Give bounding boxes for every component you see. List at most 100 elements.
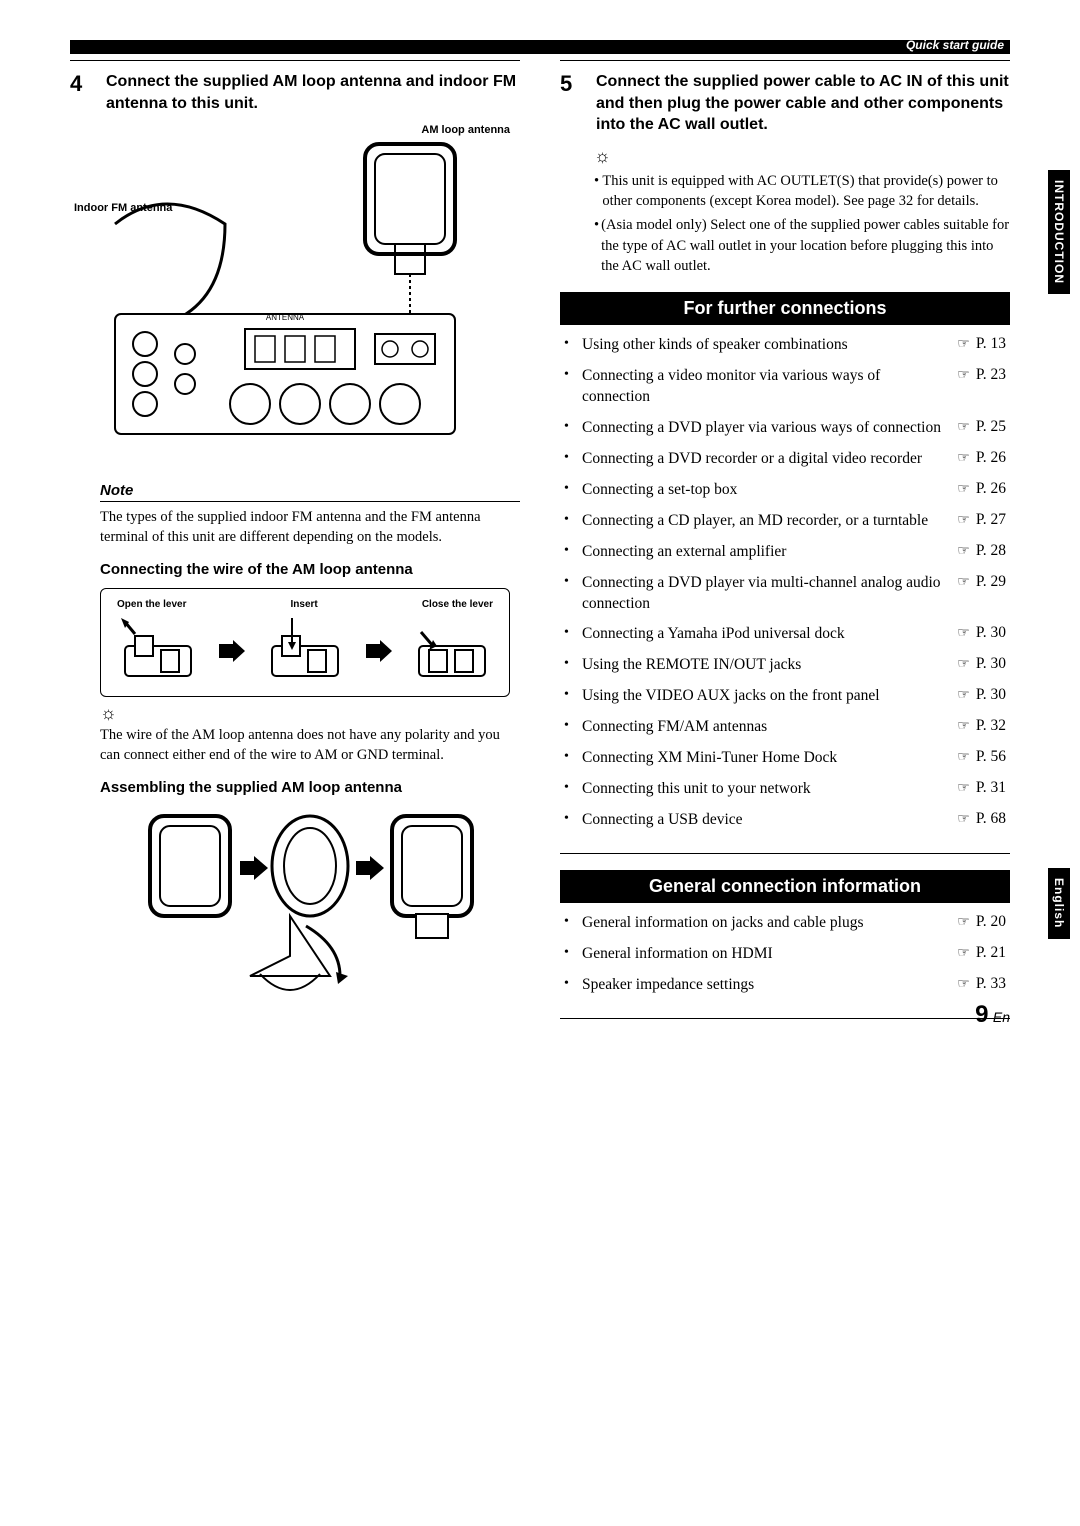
pointer-icon: ☞ xyxy=(957,812,970,827)
connection-text: Using the VIDEO AUX jacks on the front p… xyxy=(582,686,947,707)
connection-text: Connecting XM Mini-Tuner Home Dock xyxy=(582,748,947,769)
quick-start-label: Quick start guide xyxy=(906,38,1004,52)
connecting-wire-heading: Connecting the wire of the AM loop anten… xyxy=(100,561,520,578)
pointer-icon: ☞ xyxy=(957,977,970,992)
list-item: •Speaker impedance settings☞P. 33 xyxy=(564,975,1006,996)
pointer-icon: ☞ xyxy=(957,781,970,796)
bullet-icon: • xyxy=(564,913,582,930)
page-reference: ☞P. 21 xyxy=(957,944,1006,962)
pointer-icon: ☞ xyxy=(957,337,970,352)
pointer-icon: ☞ xyxy=(957,688,970,703)
general-connection-list: •General information on jacks and cable … xyxy=(560,903,1010,1019)
connection-text: Using the REMOTE IN/OUT jacks xyxy=(582,655,947,676)
bullet-icon: • xyxy=(564,480,582,497)
list-item: •Connecting a DVD recorder or a digital … xyxy=(564,449,1006,470)
assembling-heading: Assembling the supplied AM loop antenna xyxy=(100,779,520,796)
list-item: •General information on jacks and cable … xyxy=(564,913,1006,934)
connection-text: General information on jacks and cable p… xyxy=(582,913,947,934)
close-lever-icon xyxy=(409,616,495,686)
list-item: •Connecting a video monitor via various … xyxy=(564,366,1006,408)
page-number-ref: P. 20 xyxy=(976,913,1006,930)
page-reference: ☞P. 27 xyxy=(957,511,1006,529)
list-item: •Connecting XM Mini-Tuner Home Dock ☞P. 5… xyxy=(564,748,1006,769)
pointer-icon: ☞ xyxy=(957,750,970,765)
page-number-ref: P. 25 xyxy=(976,418,1006,435)
connection-text: Connecting a DVD recorder or a digital v… xyxy=(582,449,947,470)
connection-text: Connecting a CD player, an MD recorder, … xyxy=(582,511,947,532)
bullet-icon: • xyxy=(564,366,582,383)
pointer-icon: ☞ xyxy=(957,657,970,672)
bullet-icon: • xyxy=(564,975,582,992)
page-reference: ☞P. 26 xyxy=(957,449,1006,467)
list-item: •Connecting a set-top box☞P. 26 xyxy=(564,480,1006,501)
page-number-ref: P. 68 xyxy=(976,810,1006,827)
page-number-ref: P. 30 xyxy=(976,655,1006,672)
close-lever-label: Close the lever xyxy=(422,599,493,610)
am-loop-antenna-label: AM loop antenna xyxy=(421,124,510,136)
bullet-icon: • xyxy=(564,542,582,559)
pointer-icon: ☞ xyxy=(957,626,970,641)
list-item: •This unit is equipped with AC OUTLET(S)… xyxy=(594,171,1010,212)
tip-icon: ☼ xyxy=(594,146,1010,167)
arrow-right-icon xyxy=(366,640,392,662)
step-number-5: 5 xyxy=(560,71,582,136)
right-column: 5 Connect the supplied power cable to AC… xyxy=(560,60,1010,1019)
page-number-ref: P. 30 xyxy=(976,624,1006,641)
bullet-icon: • xyxy=(564,717,582,734)
connection-text: Speaker impedance settings xyxy=(582,975,947,996)
page-root: Quick start guide INTRODUCTION English 4… xyxy=(0,0,1080,1059)
arrow-right-icon xyxy=(219,640,245,662)
connection-text: Connecting a USB device xyxy=(582,810,947,831)
tip-icon: ☼ xyxy=(100,703,520,724)
connection-text: Connecting this unit to your network xyxy=(582,779,947,800)
bullet-icon: • xyxy=(564,624,582,641)
connection-text: Connecting a DVD player via multi-channe… xyxy=(582,573,947,615)
connection-text: Connecting FM/AM antennas xyxy=(582,717,947,738)
list-item: •(Asia model only) Select one of the sup… xyxy=(594,215,1010,276)
page-number-ref: P. 13 xyxy=(976,335,1006,352)
page-reference: ☞ P. 31 xyxy=(957,779,1006,797)
pointer-icon: ☞ xyxy=(957,575,970,590)
page-number-ref: P. 26 xyxy=(976,480,1006,497)
page-reference: ☞P. 56 xyxy=(957,748,1006,766)
bullet-icon: • xyxy=(564,573,582,590)
page-number-ref: P. 28 xyxy=(976,542,1006,559)
page-reference: ☞ P. 30 xyxy=(957,655,1006,673)
list-item: •Using other kinds of speaker combinatio… xyxy=(564,335,1006,356)
connection-text: General information on HDMI xyxy=(582,944,947,965)
connection-text: Connecting a Yamaha iPod universal dock xyxy=(582,624,947,645)
list-item: •Connecting FM/AM antennas☞P. 32 xyxy=(564,717,1006,738)
pointer-icon: ☞ xyxy=(957,513,970,528)
wire-instruction-box: Open the lever Insert Close the lever xyxy=(100,588,510,697)
list-item: •General information on HDMI ☞P. 21 xyxy=(564,944,1006,965)
list-item: •Connecting a CD player, an MD recorder,… xyxy=(564,511,1006,532)
list-item: •Connecting a DVD player via various way… xyxy=(564,418,1006,439)
bullet-icon: • xyxy=(564,655,582,672)
further-connections-heading: For further connections xyxy=(560,292,1010,325)
assembly-diagram xyxy=(100,806,520,1016)
page-reference: ☞ P. 28 xyxy=(957,542,1006,560)
page-number: 9 En xyxy=(975,1001,1010,1029)
left-column: 4 Connect the supplied AM loop antenna a… xyxy=(70,60,520,1019)
bullet-icon: • xyxy=(564,335,582,352)
open-lever-label: Open the lever xyxy=(117,599,186,610)
bullet-icon: • xyxy=(564,944,582,961)
pointer-icon: ☞ xyxy=(957,544,970,559)
page-reference: ☞ P. 13 xyxy=(957,335,1006,353)
indoor-fm-antenna-label: Indoor FM antenna xyxy=(74,202,172,214)
connection-text: Connecting a DVD player via various ways… xyxy=(582,418,947,439)
page-number-ref: P. 26 xyxy=(976,449,1006,466)
insert-label: Insert xyxy=(291,599,318,610)
step-5-text: Connect the supplied power cable to AC I… xyxy=(596,71,1010,136)
connection-text: Using other kinds of speaker combination… xyxy=(582,335,947,356)
rear-panel-illustration: ANTENNA xyxy=(105,124,485,444)
tip-text: This unit is equipped with AC OUTLET(S) … xyxy=(602,171,1010,212)
page-number-ref: P. 31 xyxy=(976,779,1006,796)
pointer-icon: ☞ xyxy=(957,420,970,435)
antenna-diagram: AM loop antenna Indoor FM antenna ANTENN… xyxy=(70,124,520,464)
list-item: •Connecting a DVD player via multi-chann… xyxy=(564,573,1006,615)
bullet-icon: • xyxy=(564,748,582,765)
list-item: •Connecting a USB device☞P. 68 xyxy=(564,810,1006,831)
page-reference: ☞P. 26 xyxy=(957,480,1006,498)
side-tab-introduction: INTRODUCTION xyxy=(1048,170,1070,294)
